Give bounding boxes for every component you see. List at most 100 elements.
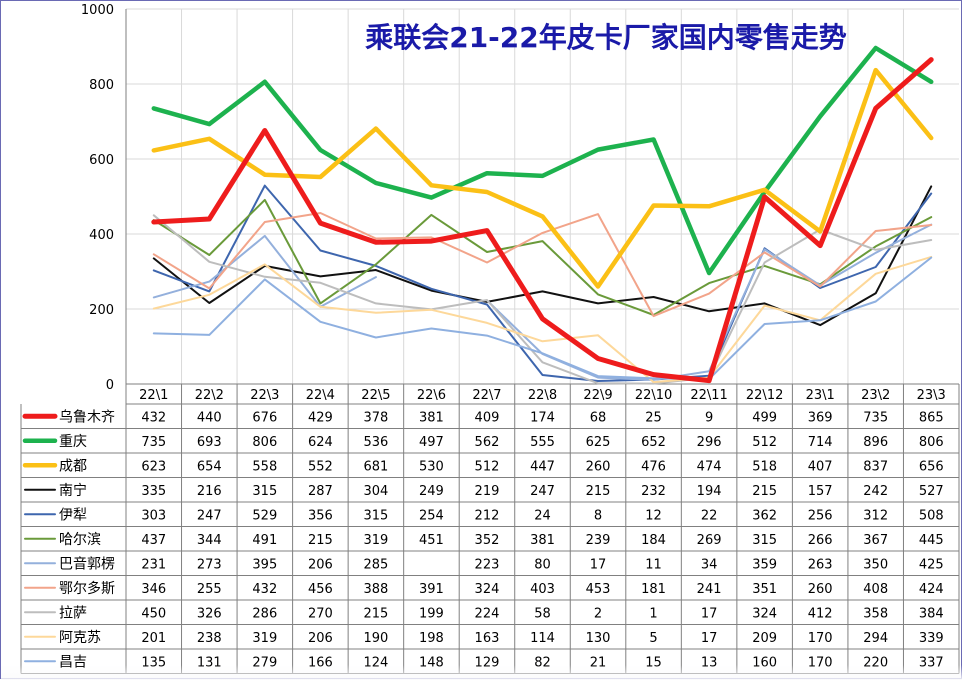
data-label: 491 [252, 533, 277, 548]
data-label: 130 [586, 631, 611, 646]
data-label: 356 [308, 508, 333, 523]
data-label: 681 [363, 459, 388, 474]
data-label: 232 [641, 484, 666, 499]
legend-label: 成都 [59, 458, 87, 474]
x-category-label: 22\6 [417, 388, 446, 403]
series-line [152, 223, 933, 381]
data-label: 358 [863, 606, 888, 621]
data-label: 381 [419, 410, 444, 425]
data-label: 206 [308, 557, 333, 572]
data-label: 362 [752, 508, 777, 523]
data-label: 17 [701, 631, 718, 646]
gridlines [126, 8, 959, 384]
data-label: 215 [752, 484, 777, 499]
data-label: 114 [530, 631, 555, 646]
data-label: 304 [363, 484, 388, 499]
x-category-label: 22\10 [635, 388, 672, 403]
chart-title: 乘联会21-22年皮卡厂家国内零售走势 [365, 21, 847, 54]
data-label: 714 [808, 435, 833, 450]
data-label: 170 [808, 631, 833, 646]
data-label: 224 [475, 606, 500, 621]
data-label: 34 [701, 557, 718, 572]
data-label: 319 [252, 631, 277, 646]
x-category-label: 22\4 [306, 388, 335, 403]
data-label: 407 [808, 459, 833, 474]
data-label: 285 [363, 557, 388, 572]
x-category-label: 22\1 [139, 388, 168, 403]
data-label: 429 [308, 410, 333, 425]
x-category-label: 23\1 [806, 388, 835, 403]
data-label: 445 [919, 533, 944, 548]
data-label: 409 [475, 410, 500, 425]
data-label: 518 [752, 459, 777, 474]
data-label: 369 [808, 410, 833, 425]
data-label: 806 [919, 435, 944, 450]
data-label: 896 [863, 435, 888, 450]
data-label: 219 [475, 484, 500, 499]
data-label: 432 [252, 582, 277, 597]
data-label: 201 [141, 631, 166, 646]
data-label: 238 [197, 631, 222, 646]
data-label: 206 [308, 631, 333, 646]
data-label: 215 [586, 484, 611, 499]
data-label: 381 [530, 533, 555, 548]
data-label: 312 [863, 508, 888, 523]
data-label: 474 [697, 459, 722, 474]
data-label: 260 [586, 459, 611, 474]
data-label: 17 [590, 557, 607, 572]
y-tick-label: 800 [89, 78, 114, 93]
data-label: 388 [363, 582, 388, 597]
data-label: 263 [808, 557, 833, 572]
data-label: 552 [308, 459, 333, 474]
data-label: 315 [363, 508, 388, 523]
series-line [151, 67, 934, 289]
data-label: 555 [530, 435, 555, 450]
legend-label: 鄂尔多斯 [59, 580, 115, 597]
data-label: 384 [919, 606, 944, 621]
data-label: 58 [534, 606, 551, 621]
data-label: 247 [530, 484, 555, 499]
data-label: 212 [475, 508, 500, 523]
y-tick-label: 600 [89, 153, 114, 168]
data-label: 447 [530, 459, 555, 474]
data-label: 303 [141, 508, 166, 523]
data-label: 378 [363, 410, 388, 425]
data-label: 344 [197, 533, 222, 548]
data-label: 497 [419, 435, 444, 450]
data-label: 395 [252, 557, 277, 572]
data-label: 512 [475, 459, 500, 474]
legend-label: 巴音郭楞 [59, 555, 115, 572]
legend-label: 哈尔滨 [59, 532, 101, 548]
data-label: 209 [752, 631, 777, 646]
data-label: 68 [590, 410, 607, 425]
data-label: 241 [697, 582, 722, 597]
data-label: 432 [141, 410, 166, 425]
data-label: 223 [475, 557, 500, 572]
data-label: 735 [863, 410, 888, 425]
data-label: 536 [363, 435, 388, 450]
data-label: 319 [363, 533, 388, 548]
data-label: 558 [252, 459, 277, 474]
data-label: 254 [419, 508, 444, 523]
data-label: 239 [586, 533, 611, 548]
data-label: 273 [197, 557, 222, 572]
data-label: 199 [419, 606, 444, 621]
data-label: 367 [863, 533, 888, 548]
x-category-label: 22\12 [746, 388, 783, 403]
legend-label: 南宁 [59, 482, 87, 499]
data-label: 17 [701, 606, 718, 621]
data-label: 260 [808, 582, 833, 597]
data-label: 424 [919, 582, 944, 597]
series-line [152, 185, 933, 327]
x-category-label: 23\3 [917, 388, 946, 403]
legend-label: 伊犁 [59, 507, 87, 523]
data-label: 403 [530, 582, 555, 597]
series-line [152, 198, 933, 316]
data-label: 324 [752, 606, 777, 621]
data-label: 676 [252, 410, 277, 425]
data-table: 22\1 22\2 22\3 22\4 22\5 22\6 22\7 22\8 22\9 22\1… [20, 384, 960, 674]
series-line [152, 212, 933, 318]
data-label: 11 [645, 557, 662, 572]
